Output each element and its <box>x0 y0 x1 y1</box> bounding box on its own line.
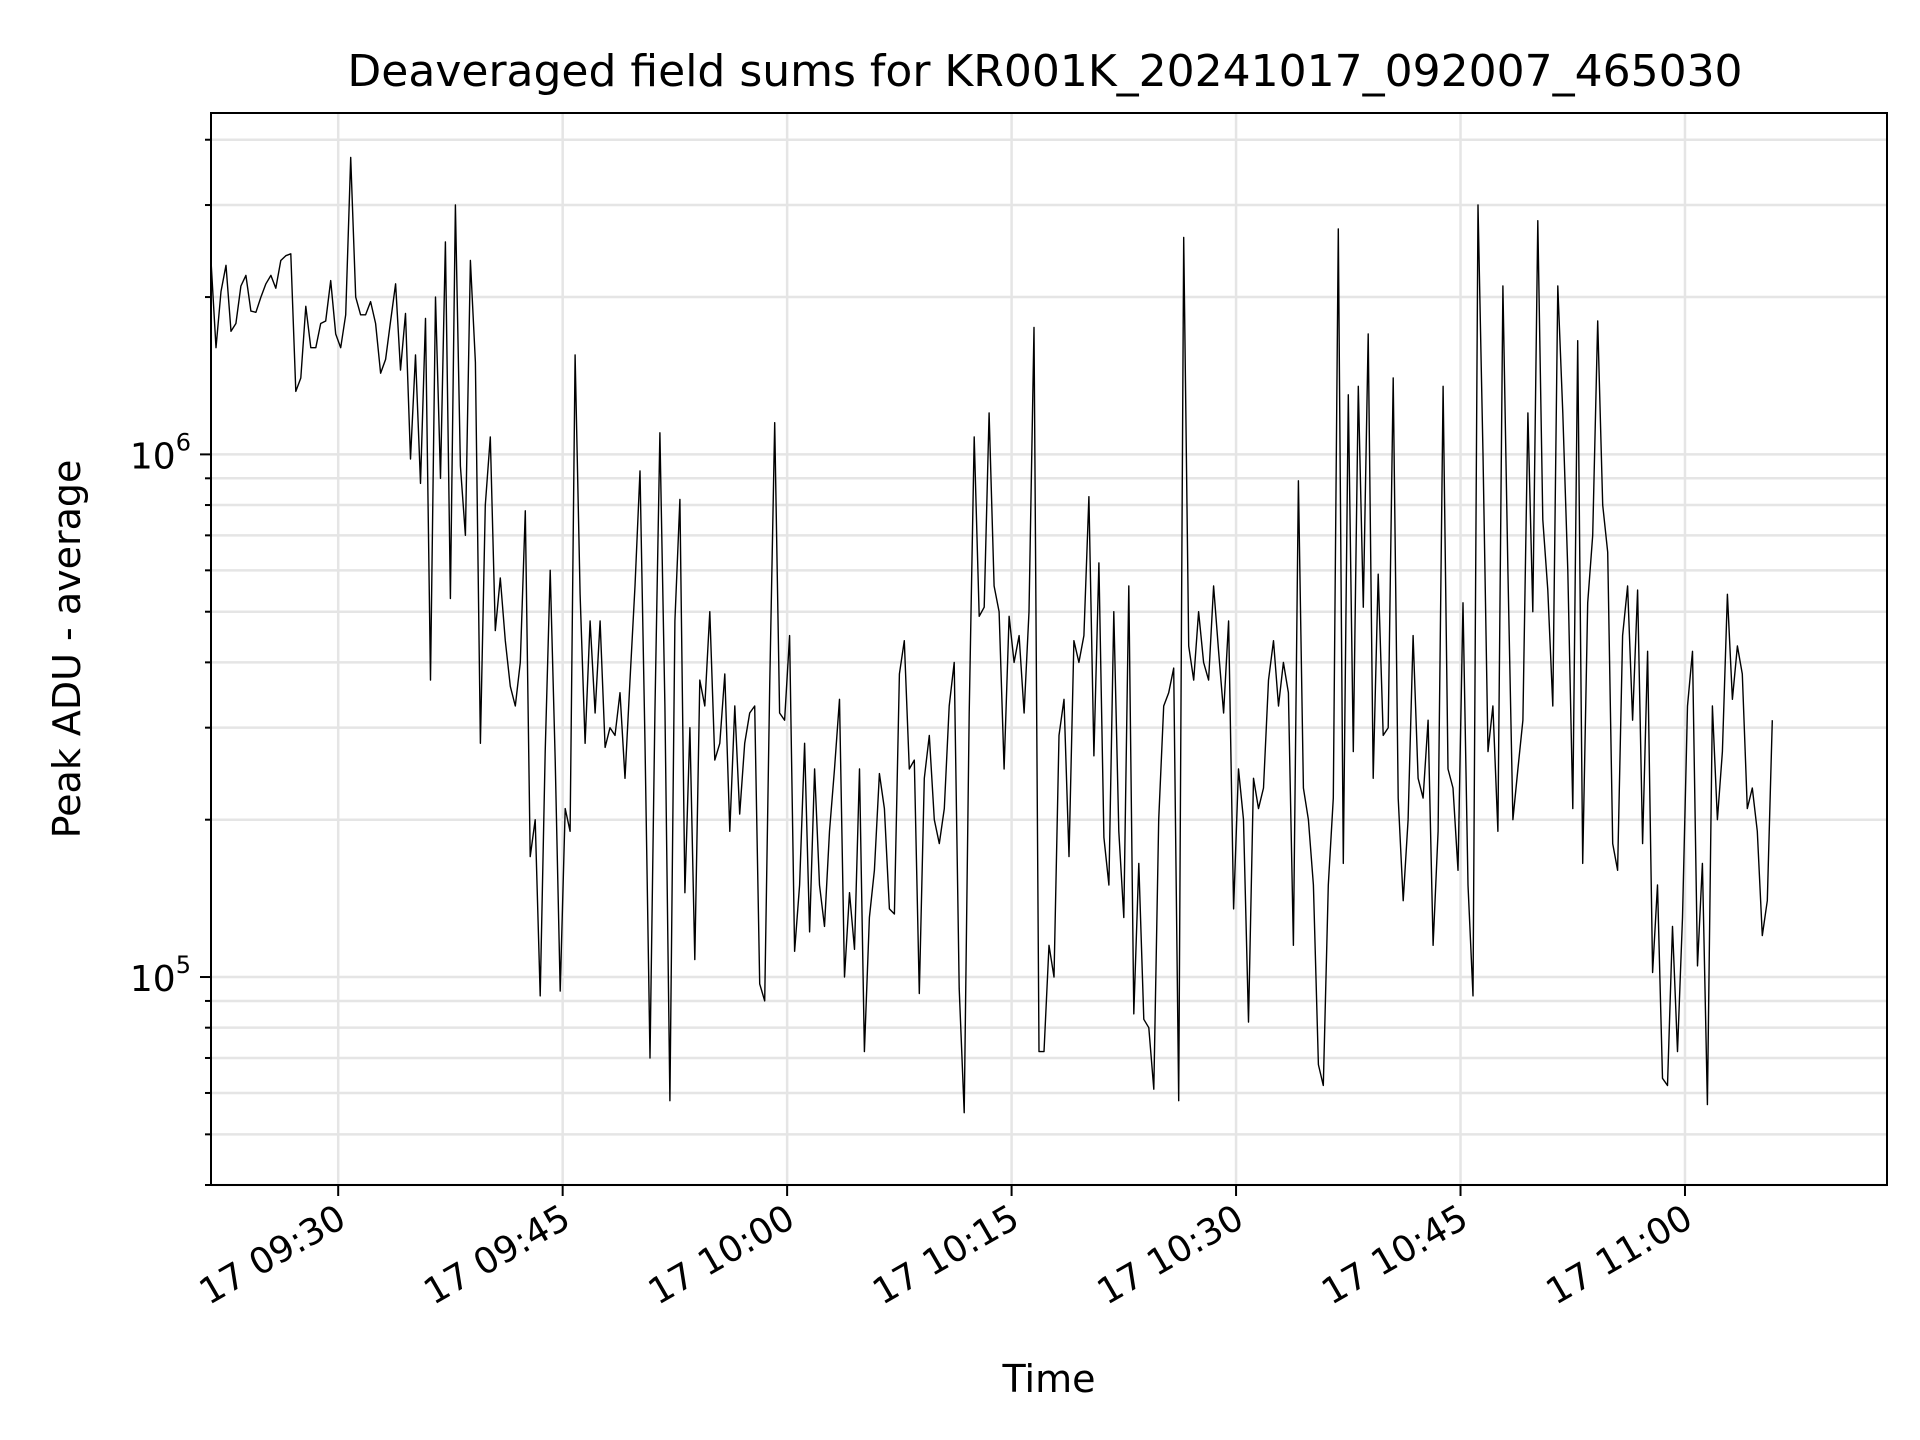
x-tick-label: 17 11:00 <box>1540 1197 1700 1313</box>
x-tick-label: 17 10:15 <box>866 1197 1026 1313</box>
y-tick-label: 105 <box>130 951 191 1000</box>
x-tick-label: 17 10:00 <box>642 1197 802 1313</box>
x-tick-label: 17 09:30 <box>193 1197 353 1313</box>
plot-frame <box>210 112 1888 1186</box>
x-tick-label: 17 09:45 <box>417 1197 577 1313</box>
series-line-layer <box>210 156 1773 1114</box>
y-axis-label: Peak ADU - average <box>45 460 89 839</box>
series-line-0 <box>210 156 1773 1114</box>
x-axis-label: Time <box>1002 1357 1096 1401</box>
chart-title: Deaveraged field sums for KR001K_2024101… <box>347 46 1742 97</box>
y-tick-label: 106 <box>130 428 191 477</box>
x-tick-label: 17 10:45 <box>1315 1197 1475 1313</box>
x-tick-label: 17 10:30 <box>1091 1197 1251 1313</box>
grid <box>211 113 1887 1187</box>
